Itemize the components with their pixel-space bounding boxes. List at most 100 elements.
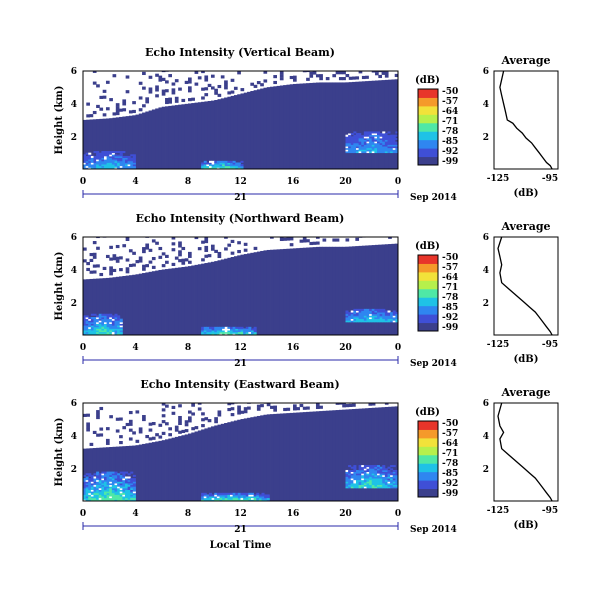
strong-echo-cell	[395, 471, 398, 474]
strong-echo-cell	[90, 330, 94, 333]
strong-echo-cell	[366, 149, 370, 152]
strong-echo-cell	[96, 328, 100, 331]
echo-speckle	[197, 76, 202, 80]
strong-echo-cell	[379, 479, 383, 482]
echo-cell	[83, 119, 87, 169]
echo-cell	[240, 254, 245, 335]
echo-cell	[237, 255, 241, 335]
echo-speckle	[105, 427, 110, 431]
echo-speckle	[122, 426, 127, 430]
strong-echo-cell	[377, 313, 381, 316]
echo-speckle	[358, 71, 363, 74]
strong-echo-cell	[203, 328, 207, 331]
cb-tick-label: -99	[442, 323, 458, 333]
strong-echo-cell	[209, 326, 213, 329]
echo-speckle	[253, 246, 258, 250]
strong-echo-cell	[90, 326, 94, 329]
echo-cell	[391, 79, 396, 169]
strong-echo-cell	[119, 164, 123, 167]
strong-echo-cell	[101, 484, 105, 487]
strong-echo-cell	[104, 164, 108, 167]
strong-echo-cell	[366, 151, 370, 154]
strong-echo-cell	[369, 476, 373, 479]
echo-speckle	[243, 248, 248, 252]
echo-speckle	[335, 238, 340, 242]
avg-x-tick-label: -125	[487, 174, 510, 184]
echo-cell	[325, 246, 330, 335]
strong-echo-cell	[353, 315, 357, 318]
strong-echo-cell	[240, 499, 244, 501]
echo-speckle	[388, 237, 392, 239]
strong-echo-cell	[101, 486, 105, 489]
avg-x-tick-label: -125	[487, 506, 510, 516]
strong-echo-cell	[219, 496, 223, 499]
strong-echo-cell	[253, 496, 257, 499]
strong-echo-cell	[93, 159, 97, 162]
strong-echo-cell	[353, 137, 357, 140]
echo-speckle	[161, 92, 166, 96]
strong-echo-cell	[88, 497, 92, 500]
echo-cell	[92, 278, 97, 335]
strong-echo-cell	[237, 499, 241, 501]
strong-echo-cell	[224, 165, 228, 168]
echo-speckle	[171, 262, 176, 266]
strong-echo-cell	[382, 465, 386, 468]
echo-cell	[283, 85, 287, 169]
strong-echo-cell	[240, 330, 244, 333]
strong-echo-cell	[85, 478, 89, 481]
strong-echo-cell	[88, 164, 92, 167]
strong-echo-cell	[369, 312, 373, 315]
echo-speckle	[96, 104, 100, 109]
strong-echo-cell	[101, 152, 105, 155]
echo-speckle	[99, 272, 104, 277]
strong-echo-cell	[203, 162, 207, 165]
echo-speckle	[201, 240, 205, 244]
echo-cell	[322, 246, 327, 335]
strong-echo-cell	[117, 330, 121, 333]
strong-echo-cell	[374, 151, 378, 154]
echo-speckle	[171, 242, 176, 246]
strong-echo-cell	[377, 318, 381, 321]
echo-speckle	[165, 260, 169, 264]
echo-speckle	[161, 414, 166, 418]
strong-echo-cell	[111, 321, 115, 324]
strong-echo-cell	[371, 137, 375, 140]
y-tick-label: 6	[71, 233, 77, 243]
strong-echo-cell	[243, 492, 247, 495]
strong-echo-cell	[214, 333, 218, 335]
strong-echo-cell	[85, 328, 89, 331]
echo-speckle	[348, 76, 353, 80]
strong-echo-cell	[203, 499, 207, 501]
echo-speckle	[112, 257, 117, 261]
echo-cell	[375, 407, 379, 501]
strong-echo-cell	[117, 320, 121, 323]
echo-cell	[174, 267, 179, 335]
strong-echo-cell	[374, 146, 378, 149]
echo-speckle	[86, 114, 90, 118]
strong-echo-cell	[240, 497, 244, 500]
strong-echo-cell	[83, 164, 87, 167]
strong-echo-cell	[114, 479, 118, 482]
strong-echo-cell	[96, 496, 100, 499]
strong-echo-cell	[93, 494, 97, 497]
strong-echo-cell	[358, 476, 362, 479]
strong-echo-cell	[85, 496, 89, 499]
strong-echo-cell	[384, 474, 388, 477]
strong-echo-cell	[101, 481, 105, 484]
strong-echo-cell	[106, 333, 110, 335]
strong-echo-cell	[366, 147, 370, 150]
colorbar: (dB) -50 -57 -64 -71 -78 -85 -92 -99	[415, 75, 458, 167]
strong-echo-cell	[125, 489, 129, 492]
strong-echo-cell	[384, 134, 388, 137]
strong-echo-cell	[219, 326, 223, 329]
strong-echo-cell	[114, 315, 118, 318]
strong-echo-cell	[119, 321, 123, 324]
strong-echo-cell	[88, 491, 92, 494]
strong-echo-cell	[119, 325, 123, 328]
echo-cell	[184, 266, 189, 335]
colorbar-band	[418, 255, 438, 264]
echo-speckle	[217, 84, 222, 89]
strong-echo-cell	[101, 326, 105, 329]
echo-speckle	[132, 101, 136, 105]
strong-echo-cell	[237, 492, 241, 495]
